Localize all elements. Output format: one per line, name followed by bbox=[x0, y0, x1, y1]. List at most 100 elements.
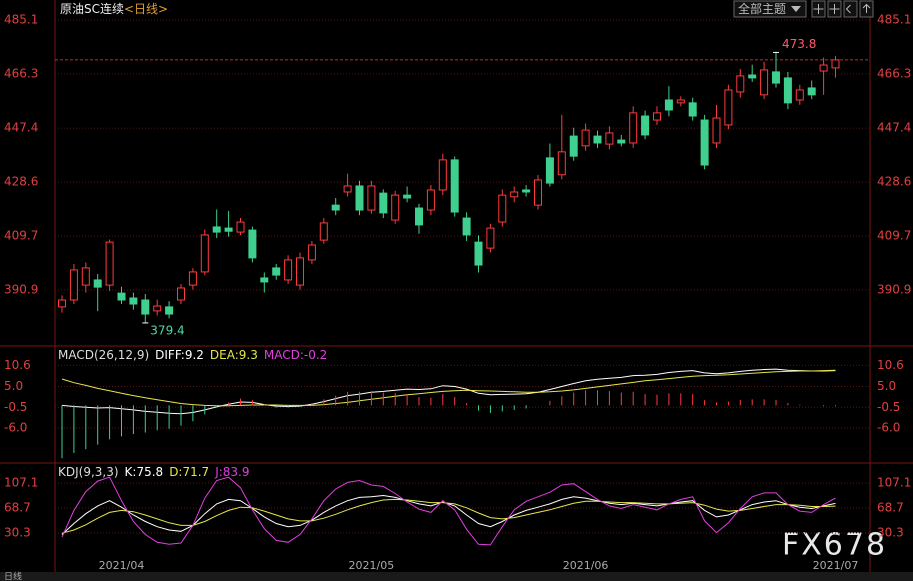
candle-body bbox=[212, 226, 221, 233]
y-tick-label-right: -6.0 bbox=[877, 421, 900, 435]
y-tick-label-right: 30.3 bbox=[877, 526, 904, 540]
y-tick-label-right: 107.1 bbox=[877, 476, 911, 490]
y-tick-label-right: 466.3 bbox=[877, 66, 911, 80]
x-tick-label: 2021/04 bbox=[99, 559, 145, 572]
tool-button[interactable] bbox=[843, 0, 858, 18]
x-tick-label: 2021/07 bbox=[813, 559, 859, 572]
candle-body bbox=[153, 305, 162, 312]
candle-body bbox=[712, 117, 721, 144]
legend-title: KDJ(9,3,3) bbox=[58, 465, 119, 479]
candle-body bbox=[141, 299, 150, 315]
candle-body bbox=[474, 241, 483, 266]
y-tick-label: 409.7 bbox=[4, 229, 38, 243]
y-tick-label: -0.5 bbox=[4, 400, 27, 414]
legend-title: MACD(26,12,9) bbox=[58, 348, 149, 362]
watermark: FX678 bbox=[782, 528, 887, 563]
candle-body bbox=[676, 99, 685, 104]
y-tick-label: 466.3 bbox=[4, 66, 38, 80]
toolbar: 全部主题 bbox=[733, 0, 874, 18]
candle-body bbox=[415, 207, 423, 226]
candle-body bbox=[593, 135, 602, 144]
legend-entry: D:71.7 bbox=[169, 465, 209, 479]
candle-body bbox=[653, 112, 661, 121]
candle-body bbox=[736, 75, 745, 93]
y-tick-label: 485.1 bbox=[4, 13, 38, 27]
bottom-bar bbox=[0, 572, 913, 581]
candle-body bbox=[438, 159, 447, 191]
candle-body bbox=[724, 89, 733, 126]
y-tick-label: 30.3 bbox=[4, 526, 31, 540]
candle-body bbox=[307, 244, 316, 261]
y-tick-label-right: 428.6 bbox=[877, 174, 911, 188]
candle-body bbox=[69, 269, 78, 301]
y-tick-label-right: 409.7 bbox=[877, 229, 911, 243]
indicator-line bbox=[61, 494, 836, 535]
candle-body bbox=[748, 74, 757, 79]
candle-body bbox=[81, 267, 90, 286]
y-tick-label-right: 5.0 bbox=[877, 379, 896, 393]
candle-body bbox=[617, 139, 626, 144]
candle-body bbox=[831, 59, 840, 69]
legend-entry: DIFF:9.2 bbox=[155, 348, 204, 362]
candle-body bbox=[236, 221, 245, 233]
candle-body bbox=[343, 185, 352, 193]
legend-entry: DEA:9.3 bbox=[210, 348, 258, 362]
candle-body bbox=[355, 185, 364, 211]
candle-body bbox=[284, 259, 293, 281]
candle-body bbox=[486, 227, 495, 249]
y-tick-label-right: 390.9 bbox=[877, 282, 911, 296]
candle-body bbox=[200, 234, 209, 273]
candle-body bbox=[569, 135, 578, 157]
min-annotation: 379.4 bbox=[150, 323, 184, 337]
y-tick-label: 68.7 bbox=[4, 501, 31, 515]
chart-subtitle: <日线> bbox=[124, 2, 168, 16]
y-tick-label: 390.9 bbox=[4, 282, 38, 296]
indicator-line bbox=[61, 498, 836, 534]
y-tick-label: 428.6 bbox=[4, 174, 38, 188]
candle-body bbox=[319, 222, 328, 241]
candle-body bbox=[700, 119, 709, 166]
candle-body bbox=[629, 112, 638, 144]
theme-button-label[interactable]: 全部主题 bbox=[738, 1, 786, 16]
candle-body bbox=[664, 99, 673, 111]
candle-body bbox=[403, 194, 412, 199]
tool-icon bbox=[813, 4, 824, 14]
theme-button[interactable] bbox=[733, 0, 807, 18]
y-tick-label: 107.1 bbox=[4, 476, 38, 490]
tool-icon bbox=[845, 4, 851, 14]
candle-body bbox=[260, 277, 269, 283]
x-tick-label: 2021/05 bbox=[349, 559, 395, 572]
candle-body bbox=[58, 299, 66, 308]
y-tick-label: 5.0 bbox=[4, 379, 23, 393]
candle-body bbox=[772, 71, 780, 84]
period-tab[interactable]: 日线 bbox=[4, 571, 22, 581]
legend: MACD(26,12,9) DIFF:9.2 DEA:9.3 MACD:-0.2 bbox=[58, 348, 327, 362]
y-tick-label-right: 485.1 bbox=[877, 13, 911, 27]
candle-body bbox=[129, 297, 138, 305]
y-tick-label: 10.6 bbox=[4, 358, 31, 372]
candle-body bbox=[522, 189, 531, 193]
chart-title: 原油SC连续 bbox=[60, 1, 124, 16]
candle-body bbox=[450, 159, 459, 213]
y-tick-label-right: 10.6 bbox=[877, 358, 904, 372]
indicator-line bbox=[61, 368, 836, 415]
candle-body bbox=[498, 194, 507, 223]
candle-body bbox=[819, 64, 828, 72]
dropdown-arrow bbox=[791, 6, 801, 12]
y-tick-label: -6.0 bbox=[4, 421, 27, 435]
y-tick-label: 447.4 bbox=[4, 121, 38, 135]
candle-body bbox=[331, 204, 340, 211]
candle-body bbox=[795, 89, 804, 101]
candle-body bbox=[367, 185, 376, 211]
candle-body bbox=[605, 132, 614, 145]
candle-body bbox=[510, 191, 519, 198]
legend-entry: MACD:-0.2 bbox=[264, 348, 327, 362]
candle-body bbox=[165, 306, 174, 315]
candle-body bbox=[688, 102, 697, 117]
candle-body bbox=[807, 87, 816, 96]
tool-icon bbox=[862, 3, 871, 13]
y-tick-label-right: -0.5 bbox=[877, 400, 900, 414]
tool-icon bbox=[829, 4, 840, 14]
